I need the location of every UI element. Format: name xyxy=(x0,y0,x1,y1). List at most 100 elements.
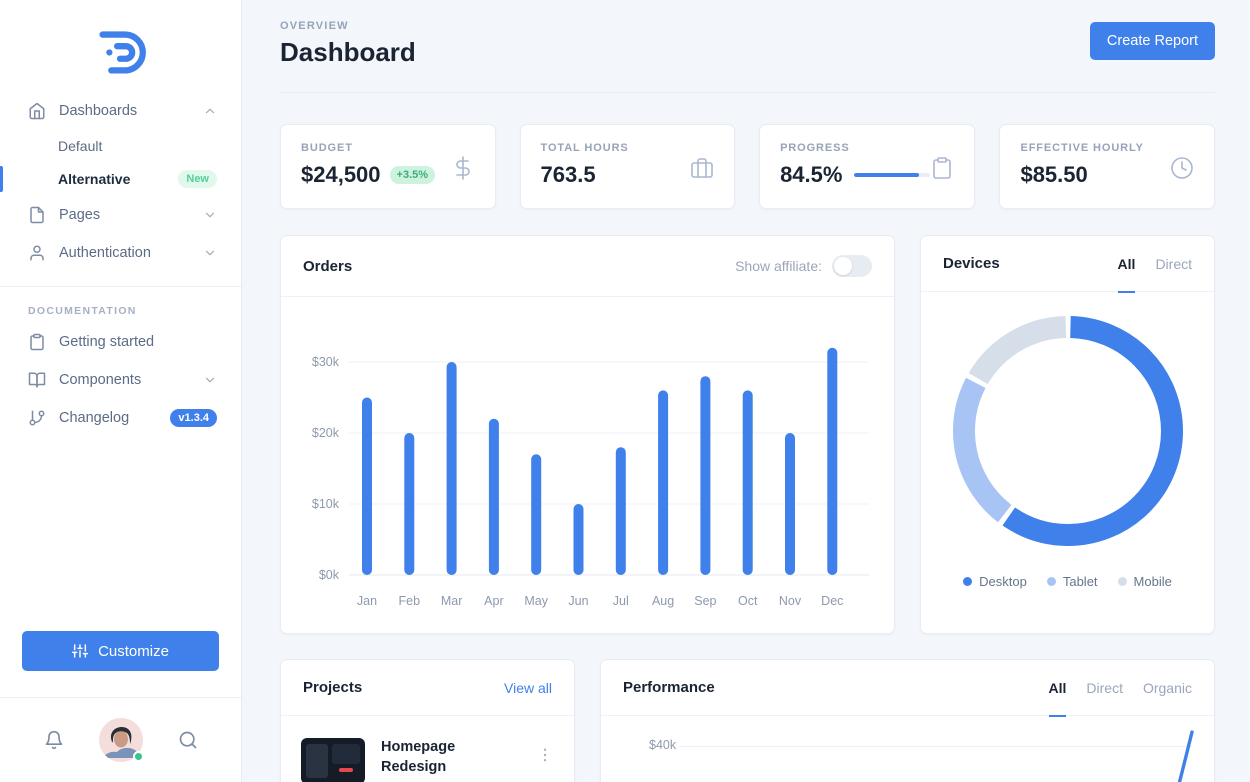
stat-label: EFFECTIVE HOURLY xyxy=(1020,142,1144,154)
svg-text:Aug: Aug xyxy=(652,594,674,608)
legend-label: Mobile xyxy=(1133,574,1172,589)
bell-icon[interactable] xyxy=(44,730,64,750)
devices-card-header: Devices All Direct xyxy=(921,236,1214,293)
svg-text:Jun: Jun xyxy=(568,594,588,608)
stat-label: BUDGET xyxy=(301,142,353,154)
tab-all[interactable]: All xyxy=(1048,679,1067,717)
devices-title: Devices xyxy=(943,255,1000,272)
tab-direct[interactable]: Direct xyxy=(1086,679,1123,696)
view-all-link[interactable]: View all xyxy=(504,679,552,696)
svg-text:Mar: Mar xyxy=(441,594,463,608)
sidebar-item-getting-started[interactable]: Getting started xyxy=(0,323,241,361)
orders-chart: $0k $10k $20k $30k Jan Feb Mar Apr May Jun Jul Aug S… xyxy=(281,297,894,632)
legend-label: Desktop xyxy=(979,574,1027,589)
stat-value: 763.5 xyxy=(540,162,596,187)
svg-text:$10k: $10k xyxy=(312,497,340,511)
devices-tabs: All Direct xyxy=(1117,255,1192,293)
tab-all[interactable]: All xyxy=(1117,255,1136,293)
orders-card-header: Orders Show affiliate: xyxy=(281,236,894,297)
devices-legend: Desktop Tablet Mobile xyxy=(963,574,1172,589)
online-status-dot xyxy=(132,751,144,762)
sidebar-item-dashboards[interactable]: Dashboards xyxy=(0,92,241,130)
sidebar-item-default[interactable]: Default xyxy=(0,130,241,162)
sidebar-divider xyxy=(0,286,241,287)
stat-card-total-hours: TOTAL HOURS 763.5 xyxy=(519,124,736,209)
svg-text:May: May xyxy=(524,594,548,608)
sidebar-item-components[interactable]: Components xyxy=(0,361,241,399)
bottom-row: Projects View all Homepage Redesign Perf… xyxy=(280,659,1215,782)
search-icon[interactable] xyxy=(178,730,198,750)
sidebar-item-label: Changelog xyxy=(59,410,130,426)
chevron-down-icon xyxy=(205,377,215,383)
legend-item-desktop: Desktop xyxy=(963,574,1027,589)
orders-title: Orders xyxy=(303,257,353,275)
performance-tabs: All Direct Organic xyxy=(1048,679,1192,717)
sidebar-item-changelog[interactable]: Changelog v1.3.4 xyxy=(0,399,241,437)
file-icon xyxy=(30,206,44,224)
svg-text:$30k: $30k xyxy=(312,355,340,369)
stat-card-effective-hourly: EFFECTIVE HOURLY $85.50 xyxy=(999,124,1215,209)
svg-text:Feb: Feb xyxy=(399,594,421,608)
main-content: OVERVIEW Dashboard Create Report BUDGET … xyxy=(242,0,1250,782)
clock-icon xyxy=(1171,157,1193,179)
show-affiliate-toggle[interactable] xyxy=(832,255,872,277)
performance-card: Performance All Direct Organic $40k xyxy=(600,659,1215,782)
projects-card-header: Projects View all xyxy=(281,660,574,716)
tab-organic[interactable]: Organic xyxy=(1142,679,1192,696)
performance-title: Performance xyxy=(623,679,715,696)
performance-card-header: Performance All Direct Organic xyxy=(601,660,1214,717)
page-header: OVERVIEW Dashboard Create Report xyxy=(280,20,1215,93)
projects-card: Projects View all Homepage Redesign xyxy=(280,659,575,782)
devices-donut-chart xyxy=(952,316,1183,546)
show-affiliate-label: Show affiliate: xyxy=(735,258,822,274)
book-icon xyxy=(28,372,46,388)
customize-button[interactable]: Customize xyxy=(22,631,219,671)
gridline xyxy=(679,746,1192,747)
more-vertical-icon[interactable] xyxy=(536,746,554,764)
legend-label: Tablet xyxy=(1062,574,1098,589)
legend-item-mobile: Mobile xyxy=(1117,574,1172,589)
svg-text:Jul: Jul xyxy=(613,594,629,608)
briefcase-icon xyxy=(691,158,713,178)
svg-text:Apr: Apr xyxy=(484,594,503,608)
app-logo[interactable] xyxy=(0,0,241,92)
legend-dot-tablet xyxy=(1046,577,1056,586)
sidebar-item-label: Authentication xyxy=(59,245,151,261)
avatar[interactable] xyxy=(98,718,144,762)
sidebar-item-label: Alternative xyxy=(58,171,131,187)
devices-card: Devices All Direct Desktop Tablet xyxy=(920,235,1215,634)
svg-text:Dec: Dec xyxy=(821,594,843,608)
sidebar-item-pages[interactable]: Pages xyxy=(0,196,241,234)
performance-line xyxy=(1177,730,1194,782)
sliders-icon xyxy=(72,644,89,658)
chevron-up-icon xyxy=(205,108,215,114)
stats-row: BUDGET $24,500 +3.5% TOTAL HOURS 763.5 P… xyxy=(280,124,1215,209)
sidebar: Dashboards Default Alternative New Pages… xyxy=(0,0,242,782)
customize-label: Customize xyxy=(98,642,169,660)
tab-direct[interactable]: Direct xyxy=(1155,255,1192,272)
svg-text:$20k: $20k xyxy=(312,426,340,440)
orders-bar-chart: $0k $10k $20k $30k Jan Feb Mar Apr May Jun Jul Aug S… xyxy=(312,347,869,608)
chevron-down-icon xyxy=(205,250,215,256)
sidebar-item-authentication[interactable]: Authentication xyxy=(0,234,241,272)
svg-text:Sep: Sep xyxy=(694,594,716,608)
sidebar-item-label: Default xyxy=(58,138,103,154)
project-list-item[interactable]: Homepage Redesign xyxy=(281,716,574,782)
y-axis-tick-label: $40k xyxy=(649,738,677,752)
stat-label: PROGRESS xyxy=(780,142,850,154)
sidebar-item-label: Dashboards xyxy=(59,103,138,119)
sidebar-section-label: DOCUMENTATION xyxy=(28,305,137,317)
project-thumbnail xyxy=(301,738,365,782)
sidebar-item-label: Components xyxy=(59,372,142,388)
stat-card-budget: BUDGET $24,500 +3.5% xyxy=(280,124,496,209)
logo-icon xyxy=(98,31,146,74)
create-report-button[interactable]: Create Report xyxy=(1089,22,1215,60)
delta-badge: +3.5% xyxy=(389,166,436,184)
stat-label: TOTAL HOURS xyxy=(540,142,629,154)
user-icon xyxy=(30,245,44,261)
legend-item-tablet: Tablet xyxy=(1046,574,1098,589)
progress-bar xyxy=(854,173,931,177)
orders-card: Orders Show affiliate: $0k $10k $20k $30k Ja… xyxy=(280,235,895,634)
sidebar-item-alternative[interactable]: Alternative New xyxy=(0,162,241,196)
dollar-icon xyxy=(455,156,470,180)
